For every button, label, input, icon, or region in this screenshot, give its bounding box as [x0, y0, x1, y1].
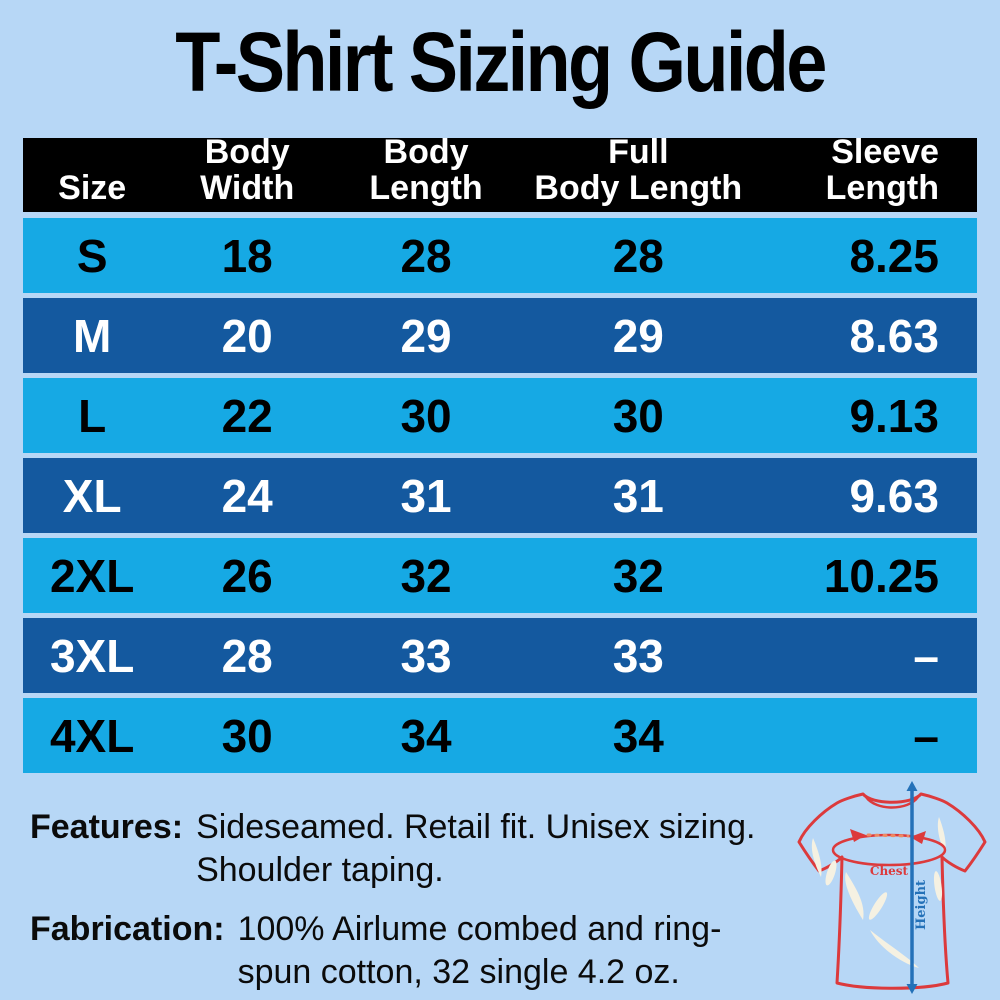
features-label: Features: [30, 808, 184, 846]
cell-size: XL [62, 469, 122, 522]
features-line-1: Sideseamed. Retail fit. Unisex sizing. [196, 808, 756, 846]
cell-size: 2XL [49, 549, 135, 602]
page-title: T-Shirt Sizing Guide [175, 15, 827, 109]
cell-full-body-length: 28 [612, 229, 664, 282]
cell-body-length: 34 [400, 709, 452, 762]
header-line: Body Length [534, 169, 743, 207]
cell-sleeve-length: – [913, 629, 939, 682]
cell-body-width: 20 [221, 309, 273, 362]
chest-measure-ellipse [831, 833, 947, 867]
cell-size: S [76, 229, 108, 282]
cell-sleeve-length: 8.25 [849, 229, 939, 282]
cell-full-body-length: 33 [612, 629, 664, 682]
column-header-sleeve-length: Sleeve Length [758, 134, 977, 206]
features-line-2: Shoulder taping. [196, 851, 444, 889]
cell-full-body-length: 32 [612, 549, 664, 602]
cell-sleeve-length: 9.63 [849, 469, 939, 522]
cell-body-length: 29 [400, 309, 452, 362]
tshirt-measurement-diagram: Chest Height [797, 781, 987, 994]
cell-body-length: 31 [400, 469, 452, 522]
chest-arrow-right-icon [910, 831, 926, 844]
cell-sleeve-length: 9.13 [849, 389, 939, 442]
height-arrow-top-icon [906, 781, 918, 791]
header-line: Sleeve [831, 133, 939, 171]
table-row-3xl: 3XL 28 33 33 – [23, 618, 977, 693]
column-header-size: Size [23, 170, 161, 206]
cell-size: 4XL [49, 709, 135, 762]
cell-sleeve-length: – [913, 709, 939, 762]
cell-size: L [78, 389, 107, 442]
chest-arrow-left-icon [850, 829, 866, 842]
cell-body-width: 24 [221, 469, 273, 522]
header-line: Body [204, 133, 290, 171]
fabrication-text: 100% Airlume combed and ring- spun cotto… [238, 908, 722, 994]
cell-sleeve-length: 10.25 [823, 549, 939, 602]
table-header-row: Size Body Width Body Length Full Body Le… [23, 134, 977, 212]
chest-dotted-line [866, 833, 910, 838]
cell-full-body-length: 34 [612, 709, 664, 762]
cell-body-length: 30 [400, 389, 452, 442]
header-line: Full [608, 133, 669, 171]
header-line: Length [369, 169, 483, 207]
features-text: Sideseamed. Retail fit. Unisex sizing. S… [196, 806, 755, 892]
fabrication-line-1: 100% Airlume combed and ring- [237, 910, 722, 948]
table-row-s: S 18 28 28 8.25 [23, 218, 977, 293]
height-label: Height [914, 880, 929, 930]
header-line: Width [200, 169, 295, 207]
fabrication-block: Fabrication: 100% Airlume combed and rin… [30, 908, 755, 994]
collar-icon [864, 796, 920, 809]
cell-size: 3XL [49, 629, 135, 682]
table-row-m: M 20 29 29 8.63 [23, 298, 977, 373]
cell-full-body-length: 31 [612, 469, 664, 522]
cell-sleeve-length: 8.63 [849, 309, 939, 362]
column-header-body-length: Body Length [333, 134, 519, 206]
column-header-full-body-length: Full Body Length [519, 134, 758, 206]
header-line: Length [825, 169, 939, 207]
fabrication-label: Fabrication: [30, 910, 225, 948]
fabric-highlights [811, 817, 946, 968]
tshirt-outline-icon [797, 792, 987, 990]
cell-body-width: 18 [221, 229, 273, 282]
table-row-xl: XL 24 31 31 9.63 [23, 458, 977, 533]
cell-body-width: 30 [221, 709, 273, 762]
chest-label: Chest [870, 864, 909, 878]
table-row-l: L 22 30 30 9.13 [23, 378, 977, 453]
header-line: Size [58, 169, 127, 207]
cell-size: M [73, 309, 112, 362]
cell-body-width: 26 [221, 549, 273, 602]
header-line: Body [383, 133, 469, 171]
cell-body-width: 22 [221, 389, 273, 442]
table-row-2xl: 2XL 26 32 32 10.25 [23, 538, 977, 613]
column-header-body-width: Body Width [161, 134, 333, 206]
height-arrow-bottom-icon [906, 984, 918, 994]
cell-body-width: 28 [221, 629, 273, 682]
features-block: Features: Sideseamed. Retail fit. Unisex… [30, 806, 755, 892]
table-row-4xl: 4XL 30 34 34 – [23, 698, 977, 773]
fabrication-line-2: spun cotton, 32 single 4.2 oz. [237, 953, 680, 991]
cell-body-length: 33 [400, 629, 452, 682]
cell-full-body-length: 29 [612, 309, 664, 362]
product-notes: Features: Sideseamed. Retail fit. Unisex… [30, 806, 755, 994]
cell-body-length: 32 [400, 549, 452, 602]
sizing-table: Size Body Width Body Length Full Body Le… [23, 134, 977, 773]
cell-full-body-length: 30 [612, 389, 664, 442]
cell-body-length: 28 [400, 229, 452, 282]
